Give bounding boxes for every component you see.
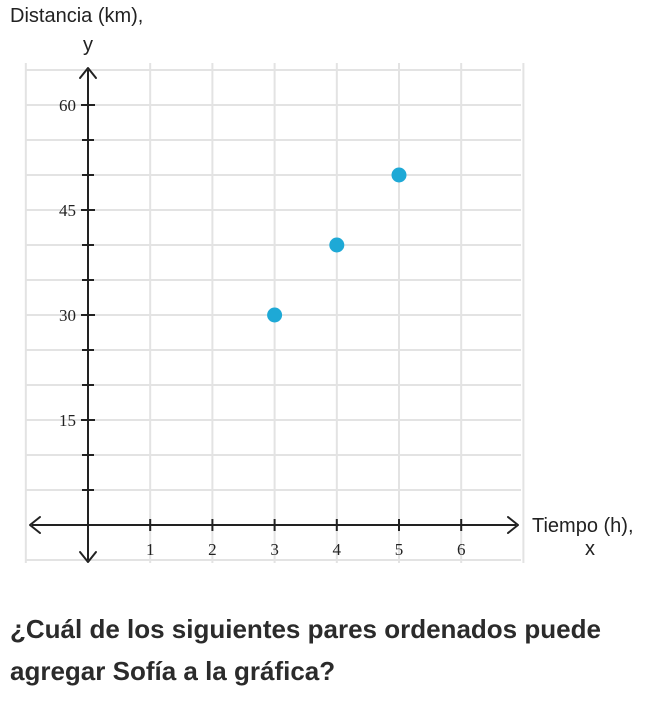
data-point <box>329 237 345 253</box>
y-axis-variable: y <box>83 34 93 56</box>
y-tick-label: 15 <box>59 411 76 430</box>
grid-lines <box>24 63 525 563</box>
x-tick-label: 4 <box>333 540 342 559</box>
y-tick-label: 45 <box>59 201 76 220</box>
x-axis-arrow-right <box>507 516 519 534</box>
data-point <box>391 167 407 183</box>
y-tick-label: 60 <box>59 96 76 115</box>
data-points <box>267 167 407 323</box>
x-tick-label: 5 <box>395 540 404 559</box>
x-tick-label: 2 <box>208 540 217 559</box>
y-tick-label: 30 <box>59 306 76 325</box>
y-axis-arrow-up <box>79 67 97 79</box>
x-axis-arrow-left <box>29 516 41 534</box>
x-tick-label: 3 <box>270 540 279 559</box>
x-tick-label: 1 <box>146 540 155 559</box>
data-point <box>267 307 283 323</box>
x-axis-variable: x <box>585 538 595 560</box>
tick-marks <box>81 104 463 531</box>
y-axis-title: Distancia (km), <box>10 5 143 27</box>
x-axis-title: Tiempo (h), <box>532 515 634 537</box>
question-text: ¿Cuál de los siguientes pares ordenados … <box>10 614 601 686</box>
x-tick-label: 6 <box>457 540 466 559</box>
y-axis-arrow-down <box>79 551 97 563</box>
